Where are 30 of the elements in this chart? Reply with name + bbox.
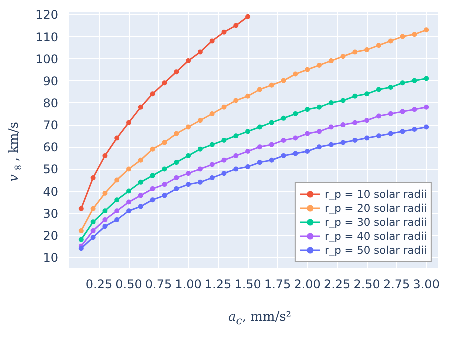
x-tick-label: 1.75 bbox=[264, 278, 292, 292]
y-tick-label: 80 bbox=[43, 96, 59, 110]
x-tick-label: 0.75 bbox=[145, 278, 172, 292]
y-tick-label: 40 bbox=[43, 184, 59, 199]
legend-label: r_p = 20 solar radii bbox=[324, 201, 427, 215]
x-tick-label: 0.50 bbox=[116, 278, 142, 292]
y-tick-label: 60 bbox=[43, 140, 59, 155]
x-tick-label: 3.00 bbox=[413, 278, 440, 292]
legend-label: r_p = 10 solar radii bbox=[324, 187, 427, 201]
x-tick-label: 2.50 bbox=[354, 278, 380, 292]
legend-label: r_p = 50 solar radii bbox=[324, 243, 427, 257]
y-tick-label: 70 bbox=[43, 118, 59, 133]
x-tick-label: 2.25 bbox=[324, 278, 351, 292]
x-tick-label: 2.00 bbox=[294, 278, 321, 292]
y-tick-label: 30 bbox=[43, 206, 59, 221]
x-tick-label: 1.50 bbox=[234, 278, 262, 292]
x-tick-label: 0.25 bbox=[86, 278, 113, 292]
y-tick-label: 20 bbox=[43, 228, 59, 243]
x-tick-label: 1.25 bbox=[204, 278, 232, 292]
y-tick-label: 100 bbox=[36, 52, 58, 66]
y-tick-label: 50 bbox=[43, 162, 59, 177]
y-tick-label: 90 bbox=[43, 74, 59, 88]
legend-label: r_p = 30 solar radii bbox=[324, 215, 427, 229]
y-tick-label: 120 bbox=[36, 8, 58, 22]
x-tick-label: 1.00 bbox=[175, 278, 202, 292]
y-tick-label: 10 bbox=[43, 250, 59, 265]
x-axis-title: a$_{c}$, mm/s² bbox=[228, 309, 292, 330]
legend-label: r_p = 40 solar radii bbox=[324, 229, 427, 243]
x-tick-label: 2.75 bbox=[383, 278, 410, 292]
y-tick-label: 110 bbox=[36, 30, 58, 44]
